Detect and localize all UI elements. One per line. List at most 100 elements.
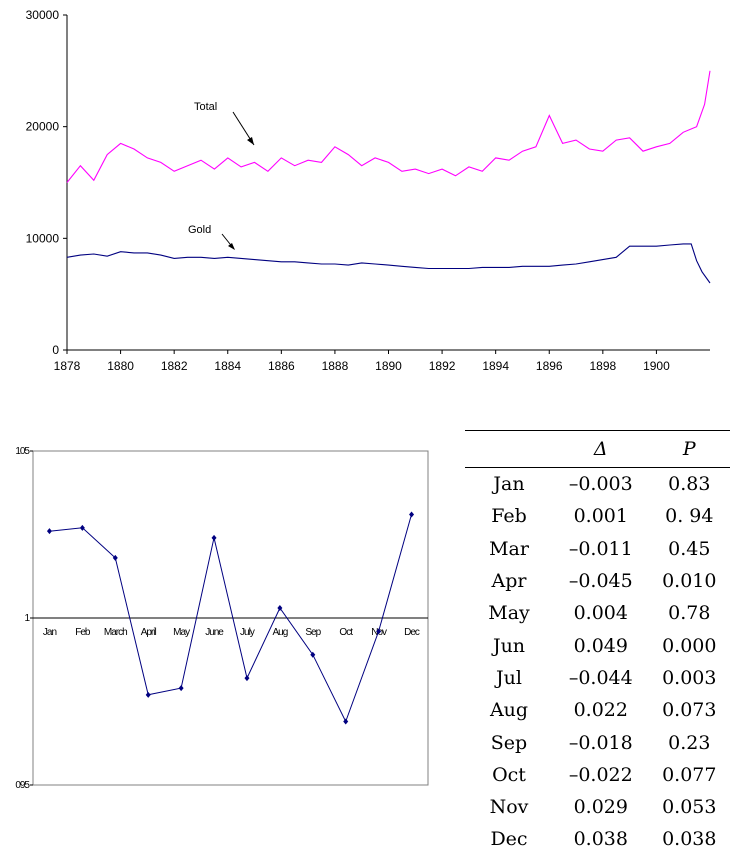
x-category-label: Oct (339, 627, 353, 638)
p-cell: 0.45 (668, 537, 711, 560)
month-cell: Sep (490, 731, 528, 754)
x-tick-label: 1894 (482, 359, 509, 373)
month-cell: Jul (496, 666, 522, 689)
x-tick-label: 1888 (322, 359, 349, 373)
data-point (79, 524, 85, 531)
p-cell: 0.010 (662, 570, 717, 593)
series-line-gold (66, 243, 711, 284)
delta-cell: 0.004 (573, 602, 628, 625)
y-tick-label: 10000 (26, 231, 60, 245)
x-category-label: Sep (305, 627, 321, 638)
x-tick-label: 1880 (107, 359, 134, 373)
x-category-label: March (104, 627, 127, 638)
header-delta: Δ (553, 430, 649, 468)
table-row: Jan –0.003 0.83 (465, 468, 730, 501)
x-tick-label: 1886 (268, 359, 295, 373)
delta-cell: 0.029 (573, 796, 628, 819)
table-row: Jul –0.044 0.003 (465, 662, 730, 694)
y-tick-label: 0 (52, 343, 59, 357)
header-month (465, 430, 553, 468)
p-cell: 0. 94 (665, 505, 714, 528)
table-row: Apr –0.045 0.010 (465, 565, 730, 597)
data-point (46, 528, 52, 535)
x-tick-label: 1900 (643, 359, 670, 373)
month-cell: Apr (491, 570, 527, 593)
header-p: P (648, 430, 730, 468)
data-point (178, 685, 184, 692)
x-tick-label: 1890 (375, 359, 402, 373)
y-tick-label: 105 (15, 446, 30, 457)
delta-cell: –0.044 (568, 666, 633, 689)
series-line (49, 514, 412, 723)
x-tick-label: 1884 (214, 359, 241, 373)
arrowhead (228, 243, 235, 250)
x-category-label: Jan (43, 627, 57, 638)
annotation-gold: Gold (188, 224, 211, 236)
p-cell: 0.000 (662, 634, 717, 657)
data-point (310, 651, 316, 658)
p-cell: 0.073 (662, 699, 717, 722)
data-point (409, 511, 415, 518)
x-category-label: Aug (272, 627, 287, 638)
data-point (112, 554, 118, 561)
month-cell: Nov (489, 796, 529, 819)
table-row: Nov 0.029 0.053 (465, 791, 730, 823)
table-row: Oct –0.022 0.077 (465, 759, 730, 791)
y-tick-label: 1 (24, 613, 30, 624)
table-header-row: Δ P (465, 430, 730, 468)
table-row: Dec 0.038 0.038 (465, 823, 730, 855)
x-category-label: June (205, 627, 224, 638)
data-point (277, 604, 283, 611)
month-cell: Jun (492, 634, 526, 657)
month-cell: Dec (490, 828, 528, 851)
month-cell: Oct (492, 763, 526, 786)
p-cell: 0.038 (662, 828, 717, 851)
x-category-label: April (141, 627, 157, 638)
x-category-label: Dec (404, 627, 420, 638)
arrowhead (247, 137, 254, 145)
x-category-label: July (240, 627, 255, 638)
delta-cell: –0.003 (568, 473, 633, 496)
x-category-label: Feb (75, 627, 91, 638)
time-series-chart: 0 10000 20000 30000 1878 1880 1882 1884 1886 1888… (26, 8, 711, 373)
y-tick-label: 30000 (26, 8, 60, 22)
p-cell: 0.077 (662, 763, 717, 786)
table-row: Sep –0.018 0.23 (465, 726, 730, 758)
p-cell: 0.83 (668, 473, 711, 496)
x-category-label: May (173, 627, 190, 638)
x-tick-label: 1898 (589, 359, 616, 373)
x-tick-label: 1896 (536, 359, 563, 373)
data-point (211, 534, 217, 541)
delta-cell: 0.049 (573, 634, 628, 657)
delta-cell: –0.018 (568, 731, 633, 754)
table-row: Jun 0.049 0.000 (465, 629, 730, 661)
y-tick-label: 095 (15, 780, 30, 791)
month-cell: Aug (489, 699, 529, 722)
x-tick-label: 1878 (54, 359, 81, 373)
table-row: May 0.004 0.78 (465, 597, 730, 629)
data-point (376, 628, 382, 635)
delta-cell: –0.045 (568, 570, 633, 593)
delta-cell: 0.038 (573, 828, 628, 851)
table-row: Feb 0.001 0. 94 (465, 500, 730, 532)
p-cell: 0.003 (662, 666, 717, 689)
y-tick-label: 20000 (26, 120, 60, 134)
series-line-total (66, 70, 711, 183)
x-tick-label: 1892 (429, 359, 456, 373)
month-cell: Feb (491, 505, 527, 528)
p-cell: 0.78 (668, 602, 711, 625)
month-cell: Mar (489, 537, 529, 560)
p-cell: 0.23 (668, 731, 711, 754)
monthly-statistics-table: Δ P Jan –0.003 0.83 Feb 0.001 0. 94 Mar –0.011 0… (465, 430, 730, 856)
table-row: Aug 0.022 0.073 (465, 694, 730, 726)
data-point (343, 718, 349, 725)
delta-cell: 0.001 (573, 505, 628, 528)
month-cell: Jan (493, 473, 525, 496)
table-row: Mar –0.011 0.45 (465, 533, 730, 565)
data-point (244, 675, 250, 682)
delta-cell: –0.011 (568, 537, 633, 560)
data-point (145, 691, 151, 698)
annotation-total: Total (194, 101, 217, 113)
delta-cell: –0.022 (568, 763, 633, 786)
p-cell: 0.053 (662, 796, 717, 819)
